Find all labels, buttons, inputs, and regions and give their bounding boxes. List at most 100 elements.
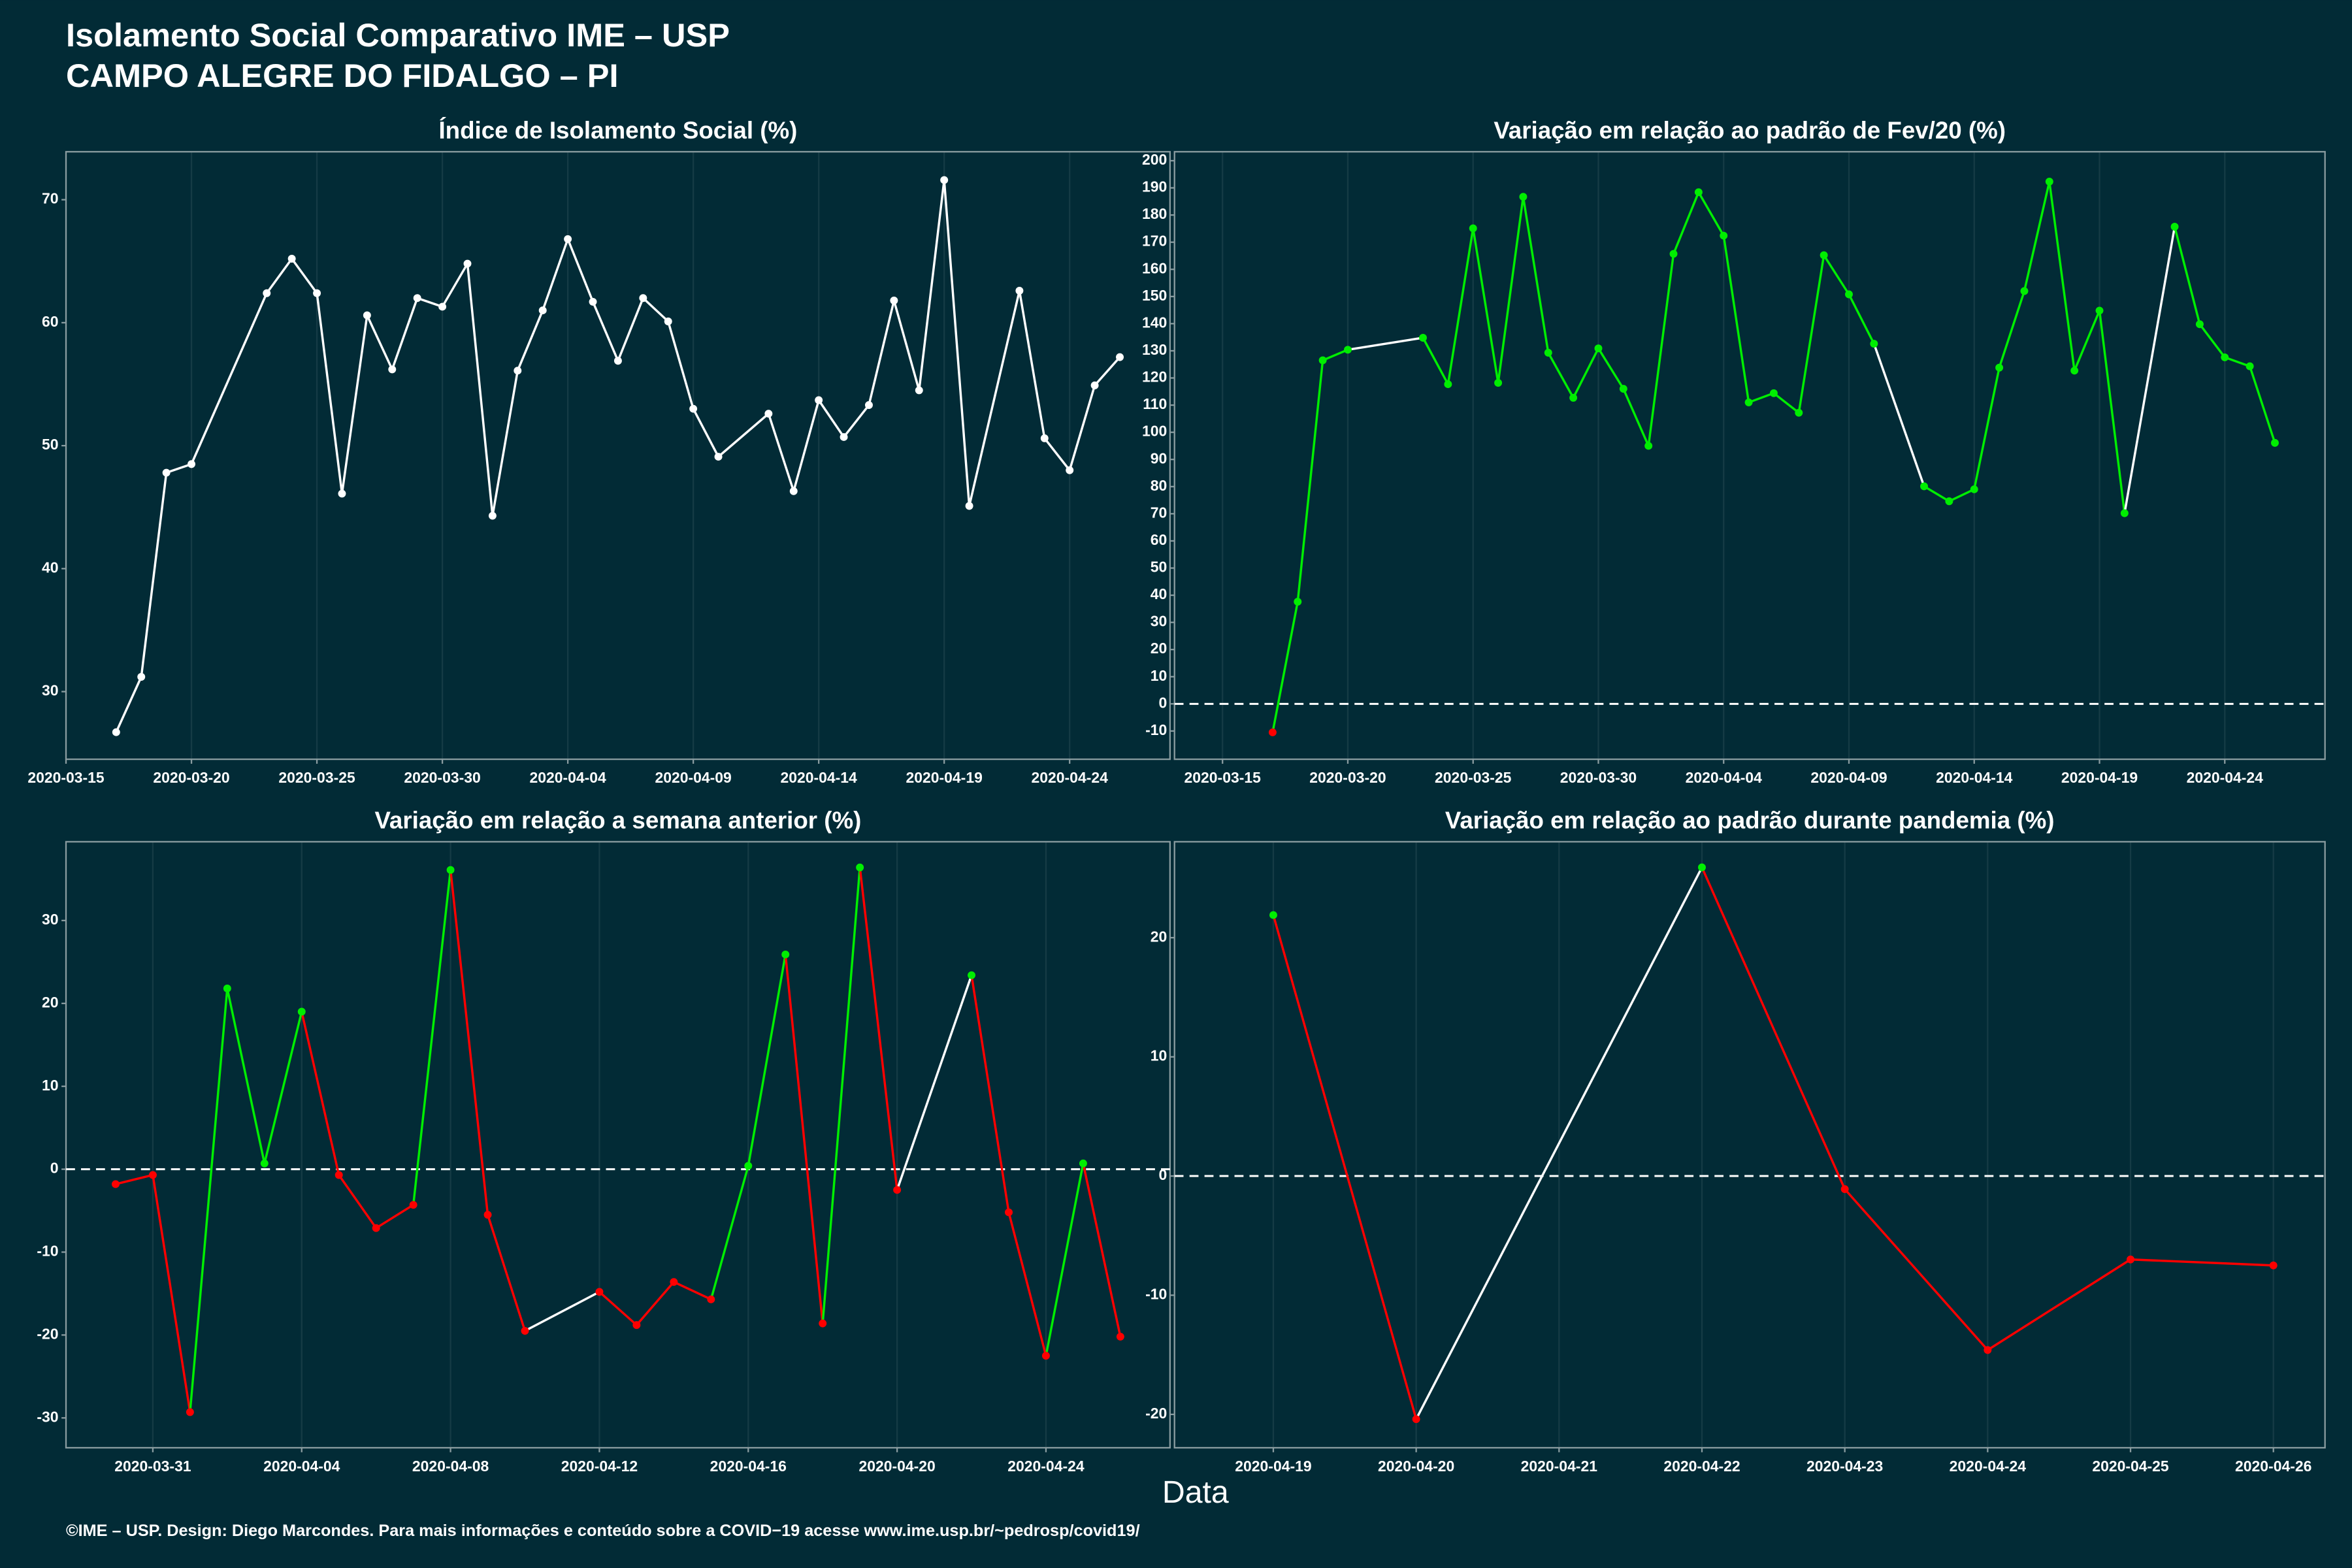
line-segment xyxy=(1547,352,1575,399)
line-segment xyxy=(412,870,452,1205)
line-segment xyxy=(190,293,268,465)
data-point xyxy=(1644,442,1653,450)
data-point xyxy=(2045,178,2053,186)
data-point xyxy=(260,1159,269,1168)
data-point xyxy=(1970,485,1978,493)
data-point xyxy=(639,294,647,302)
data-point xyxy=(2246,362,2254,370)
data-point xyxy=(521,1327,529,1335)
line-segment xyxy=(636,1281,675,1326)
line-segment xyxy=(1701,866,1846,1190)
x-tick-label: 2020-04-19 xyxy=(2061,769,2138,786)
y-tick-label: 170 xyxy=(1142,233,1167,250)
data-point xyxy=(409,1201,417,1209)
data-point xyxy=(488,512,497,520)
data-point xyxy=(1444,380,1452,389)
y-tick-label: 110 xyxy=(1143,395,1167,412)
line-segment xyxy=(1497,197,1525,384)
line-segment xyxy=(417,297,443,308)
y-tick-label: 200 xyxy=(1142,151,1167,168)
line-segment xyxy=(542,238,569,311)
data-point xyxy=(595,1288,604,1296)
line-segment xyxy=(1522,196,1550,353)
data-point xyxy=(2271,438,2279,447)
x-tick-label: 2020-04-09 xyxy=(655,769,731,786)
x-tick-label: 2020-04-20 xyxy=(1378,1458,1454,1475)
line-segment xyxy=(892,300,921,391)
x-tick-label: 2020-04-04 xyxy=(1686,769,1763,786)
data-point xyxy=(2127,1255,2134,1264)
data-point xyxy=(1040,434,1049,442)
y-tick-label: -10 xyxy=(37,1243,58,1260)
line-segment xyxy=(598,1291,638,1326)
plot-frame xyxy=(65,841,1171,1449)
data-point xyxy=(613,357,622,365)
line-segment xyxy=(1697,191,1725,237)
x-tick-label: 2020-04-26 xyxy=(2235,1458,2311,1475)
data-point xyxy=(840,433,848,441)
x-tick-label: 2020-03-15 xyxy=(27,769,105,786)
line-segment xyxy=(1647,253,1675,446)
data-point xyxy=(1619,385,1627,393)
data-point xyxy=(538,306,547,315)
line-segment xyxy=(1347,336,1424,351)
line-segment xyxy=(1973,367,2001,490)
data-point xyxy=(1116,353,1124,361)
x-tick-label: 2020-04-16 xyxy=(710,1458,787,1475)
y-tick-label: 10 xyxy=(42,1077,59,1094)
y-tick-label: -20 xyxy=(37,1325,58,1342)
line-segment xyxy=(843,404,870,438)
data-point xyxy=(137,673,146,681)
data-point xyxy=(463,259,472,268)
y-tick-label: 0 xyxy=(1158,1166,1167,1183)
line-segment xyxy=(391,297,419,370)
line-segment xyxy=(263,1011,303,1164)
y-tick-label: 50 xyxy=(1151,559,1168,576)
y-tick-label: 10 xyxy=(1151,1047,1168,1064)
y-tick-label: 30 xyxy=(42,911,59,928)
page-subtitle: CAMPO ALEGRE DO FIDALGO – PI xyxy=(66,57,618,94)
data-point xyxy=(111,1180,120,1188)
line-segment xyxy=(673,1281,712,1301)
data-point xyxy=(1412,1415,1420,1424)
y-tick-label: 130 xyxy=(1142,341,1167,358)
line-segment xyxy=(896,975,973,1190)
data-point xyxy=(2120,509,2129,517)
chart-title: Variação em relação ao padrão de Fev/20 … xyxy=(1494,117,2006,144)
data-point xyxy=(413,294,421,302)
line-segment xyxy=(2098,310,2126,514)
y-tick-label: -30 xyxy=(37,1408,58,1425)
data-point xyxy=(1698,863,1706,872)
y-tick-label: 80 xyxy=(1151,477,1168,494)
x-tick-label: 2020-04-23 xyxy=(1806,1458,1883,1475)
line-segment xyxy=(1572,348,1600,399)
x-tick-label: 2020-04-04 xyxy=(263,1458,340,1475)
y-tick-label: 30 xyxy=(1151,613,1168,630)
line-segment xyxy=(792,400,820,492)
line-segment xyxy=(2130,1258,2274,1267)
data-point xyxy=(112,728,120,736)
line-segment xyxy=(767,413,795,492)
x-tick-label: 2020-04-24 xyxy=(2187,769,2264,786)
line-segment xyxy=(1068,385,1096,471)
data-point xyxy=(893,1186,902,1194)
line-segment xyxy=(1823,254,1850,295)
line-segment xyxy=(1923,485,1950,502)
line-segment xyxy=(1045,1163,1085,1356)
data-point xyxy=(1820,251,1828,259)
data-point xyxy=(764,410,773,418)
data-point xyxy=(1744,398,1753,406)
data-point xyxy=(335,1171,343,1179)
y-tick-label: 140 xyxy=(1142,314,1167,331)
data-point xyxy=(1995,363,2004,372)
data-point xyxy=(483,1211,492,1219)
line-segment xyxy=(747,954,787,1166)
line-segment xyxy=(366,314,393,370)
page-title: Isolamento Social Comparativo IME – USP xyxy=(66,16,730,54)
data-point xyxy=(186,1408,194,1416)
y-tick-label: -10 xyxy=(1145,1286,1167,1303)
data-point xyxy=(564,235,572,243)
line-segment xyxy=(2023,181,2051,291)
line-segment xyxy=(140,472,168,678)
data-point xyxy=(297,1007,306,1016)
